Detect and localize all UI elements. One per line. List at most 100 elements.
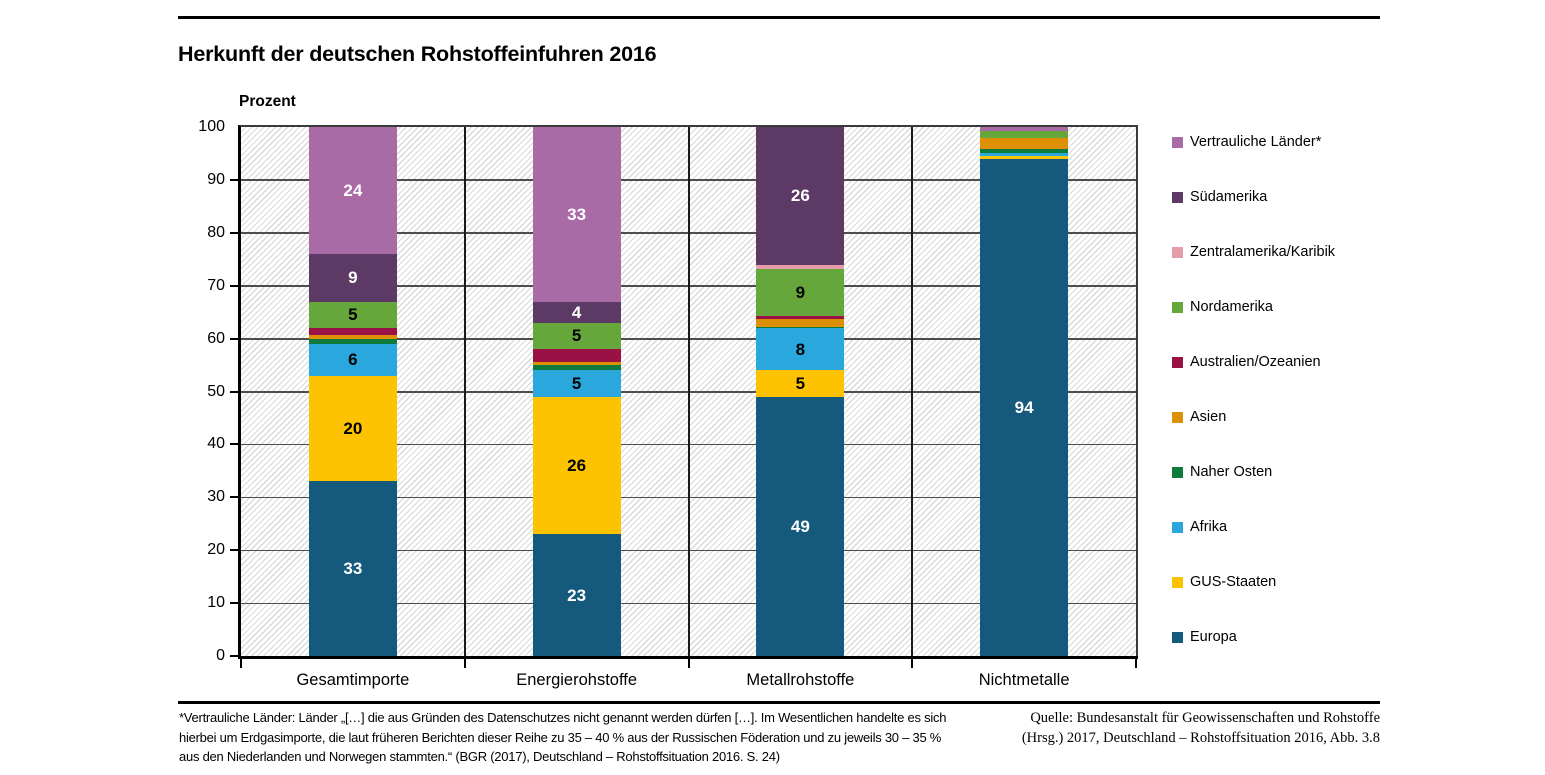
category-label: Metallrohstoffe bbox=[746, 671, 855, 689]
y-tick-label: 60 bbox=[207, 329, 225, 347]
y-tick-mark bbox=[230, 337, 238, 340]
footnote-line: aus den Niederlanden und Norwegen stammt… bbox=[179, 749, 780, 764]
bar-value-label: 9 bbox=[795, 283, 806, 303]
bar-nichtmetalle: 94 bbox=[980, 127, 1069, 656]
bar-segment bbox=[756, 316, 845, 319]
y-tick-label: 100 bbox=[198, 118, 225, 135]
bar-value-label: 33 bbox=[567, 204, 587, 224]
legend-item: Südamerika bbox=[1172, 189, 1335, 206]
legend-item: Nordamerika bbox=[1172, 300, 1335, 314]
legend-swatch bbox=[1172, 247, 1183, 258]
legend-item: Australien/Ozeanien bbox=[1172, 354, 1335, 371]
x-tick-mark bbox=[911, 658, 914, 668]
legend-label: Naher Osten bbox=[1190, 464, 1273, 481]
legend-label: Südamerika bbox=[1190, 189, 1268, 206]
y-tick-label: 50 bbox=[207, 382, 225, 400]
bar-segment bbox=[756, 318, 845, 327]
bar-segment: 5 bbox=[756, 370, 845, 397]
y-tick-label: 10 bbox=[207, 594, 225, 612]
x-tick-mark bbox=[463, 658, 466, 668]
bar-segment bbox=[532, 362, 621, 365]
legend-item: GUS-Staaten bbox=[1172, 574, 1335, 591]
legend-label: Asien bbox=[1190, 409, 1227, 426]
y-tick-label: 0 bbox=[216, 647, 225, 664]
source-line: (Hrsg.) 2017, Deutschland – Rohstoffsitu… bbox=[1021, 729, 1380, 746]
page-title: Herkunft der deutschen Rohstoffeinfuhren… bbox=[178, 42, 657, 66]
legend-label: Australien/Ozeanien bbox=[1190, 354, 1321, 371]
y-tick-mark bbox=[230, 655, 238, 657]
bar-value-label: 49 bbox=[790, 516, 810, 536]
bar-segment: 26 bbox=[532, 396, 621, 535]
legend-item: Europa bbox=[1172, 629, 1335, 646]
legend-item: Asien bbox=[1172, 409, 1335, 426]
legend-label: GUS-Staaten bbox=[1190, 574, 1277, 591]
y-tick-label: 40 bbox=[207, 435, 225, 453]
footnote: *Vertrauliche Länder: Länder „[…] die au… bbox=[179, 708, 954, 767]
footnote-line: *Vertrauliche Länder: Länder „[…] die au… bbox=[179, 710, 947, 725]
bar-value-label: 5 bbox=[571, 326, 582, 346]
source-line: Quelle: Bundesanstalt für Geowissenschaf… bbox=[1030, 710, 1380, 726]
y-tick-label: 20 bbox=[207, 541, 225, 559]
y-tick-label: 70 bbox=[207, 276, 225, 294]
y-tick-label: 30 bbox=[207, 488, 225, 506]
legend-item: Naher Osten bbox=[1172, 464, 1335, 481]
category-label: Energierohstoffe bbox=[516, 671, 638, 689]
bar-segment: 5 bbox=[532, 370, 621, 397]
bar-value-label: 24 bbox=[343, 180, 363, 200]
bar-segment: 20 bbox=[308, 375, 397, 482]
legend-label: Europa bbox=[1190, 629, 1237, 646]
bar-segment bbox=[532, 364, 621, 371]
legend-swatch bbox=[1172, 522, 1183, 533]
bar-segment: 6 bbox=[308, 343, 397, 376]
bar-segment: 9 bbox=[308, 253, 397, 302]
bar-segment: 8 bbox=[756, 328, 845, 371]
bar-segment bbox=[308, 334, 397, 340]
bar-value-label: 9 bbox=[348, 268, 358, 288]
bar-value-label: 8 bbox=[795, 339, 806, 359]
bar-value-label: 26 bbox=[567, 456, 587, 476]
legend-label: Zentralamerika/Karibik bbox=[1190, 244, 1336, 261]
bar-value-label: 5 bbox=[571, 374, 582, 394]
legend-label: Afrika bbox=[1190, 519, 1228, 536]
legend-label: Vertrauliche Länder* bbox=[1190, 134, 1322, 151]
y-tick-mark bbox=[230, 390, 238, 393]
plot-area: 0 10 20 30 40 50 60 70 80 90 100 33 20 6 5 9 24 Gesamtimp… bbox=[198, 118, 1138, 689]
bar-value-label: 5 bbox=[348, 305, 358, 325]
bar-value-label: 6 bbox=[348, 350, 358, 370]
x-tick-mark bbox=[687, 658, 690, 668]
y-tick-mark bbox=[230, 549, 238, 552]
bar-energierohstoffe: 23 26 5 5 4 33 bbox=[532, 127, 621, 656]
bar-segment bbox=[980, 127, 1069, 131]
legend-item: Vertrauliche Länder* bbox=[1172, 134, 1335, 151]
bar-segment: 49 bbox=[756, 396, 845, 656]
legend-swatch bbox=[1172, 632, 1183, 643]
x-tick-mark bbox=[1135, 658, 1137, 668]
bar-segment bbox=[980, 137, 1069, 150]
legend-swatch bbox=[1172, 467, 1183, 478]
bar-gesamtimporte: 33 20 6 5 9 24 bbox=[308, 127, 397, 656]
bar-value-label: 23 bbox=[567, 585, 587, 605]
legend-swatch bbox=[1172, 577, 1183, 588]
legend-swatch bbox=[1172, 412, 1183, 423]
bar-segment: 5 bbox=[308, 301, 397, 329]
legend-item: Zentralamerika/Karibik bbox=[1172, 244, 1336, 261]
bar-segment: 24 bbox=[308, 127, 397, 254]
bar-value-label: 33 bbox=[343, 559, 363, 579]
bar-segment bbox=[980, 149, 1069, 154]
legend: Vertrauliche Länder* Südamerika Zentralame… bbox=[1172, 134, 1336, 687]
bar-value-label: 5 bbox=[795, 374, 806, 394]
bar-segment: 26 bbox=[756, 127, 845, 265]
y-tick-label: 90 bbox=[207, 170, 225, 188]
category-label: Nichtmetalle bbox=[978, 671, 1070, 689]
bar-segment: 23 bbox=[532, 534, 621, 656]
bar-value-label: 4 bbox=[571, 302, 582, 322]
bar-segment bbox=[756, 264, 845, 269]
bar-segment bbox=[756, 326, 845, 329]
bar-value-label: 94 bbox=[1014, 397, 1034, 417]
category-label: Gesamtimporte bbox=[296, 671, 410, 689]
bar-metallrohstoffe: 49 5 8 9 26 bbox=[756, 127, 845, 656]
source-reference: Quelle: Bundesanstalt für Geowissenschaf… bbox=[978, 709, 1380, 748]
y-tick-mark bbox=[230, 231, 238, 234]
bar-segment bbox=[980, 156, 1069, 159]
legend-swatch bbox=[1172, 357, 1183, 368]
